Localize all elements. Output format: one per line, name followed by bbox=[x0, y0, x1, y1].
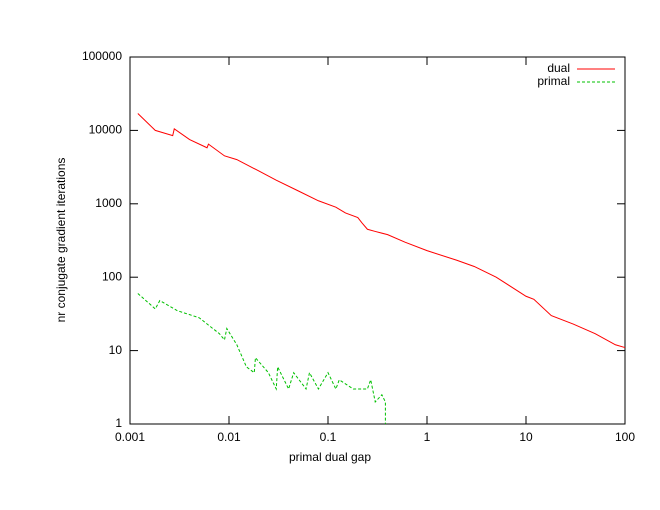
y-tick-label: 10000 bbox=[89, 123, 123, 137]
x-tick-label: 0.1 bbox=[320, 430, 337, 444]
y-axis-label: nr conjugate gradient iterations bbox=[54, 158, 68, 323]
x-tick-label: 100 bbox=[615, 430, 635, 444]
y-tick-label: 100000 bbox=[82, 49, 122, 63]
x-tick-label: 0.01 bbox=[217, 430, 241, 444]
plot-frame bbox=[129, 56, 626, 425]
series-line bbox=[137, 293, 386, 424]
legend-label: dual bbox=[547, 61, 570, 75]
y-tick-label: 1 bbox=[115, 416, 122, 430]
legend-label: primal bbox=[537, 74, 570, 88]
y-tick-label: 10 bbox=[109, 343, 123, 357]
x-tick-label: 0.001 bbox=[115, 430, 145, 444]
x-tick-label: 1 bbox=[424, 430, 431, 444]
series-line bbox=[137, 113, 626, 349]
x-axis-label: primal dual gap bbox=[289, 450, 371, 464]
y-tick-label: 1000 bbox=[95, 196, 122, 210]
y-tick-label: 100 bbox=[102, 269, 122, 283]
x-tick-label: 10 bbox=[519, 430, 533, 444]
